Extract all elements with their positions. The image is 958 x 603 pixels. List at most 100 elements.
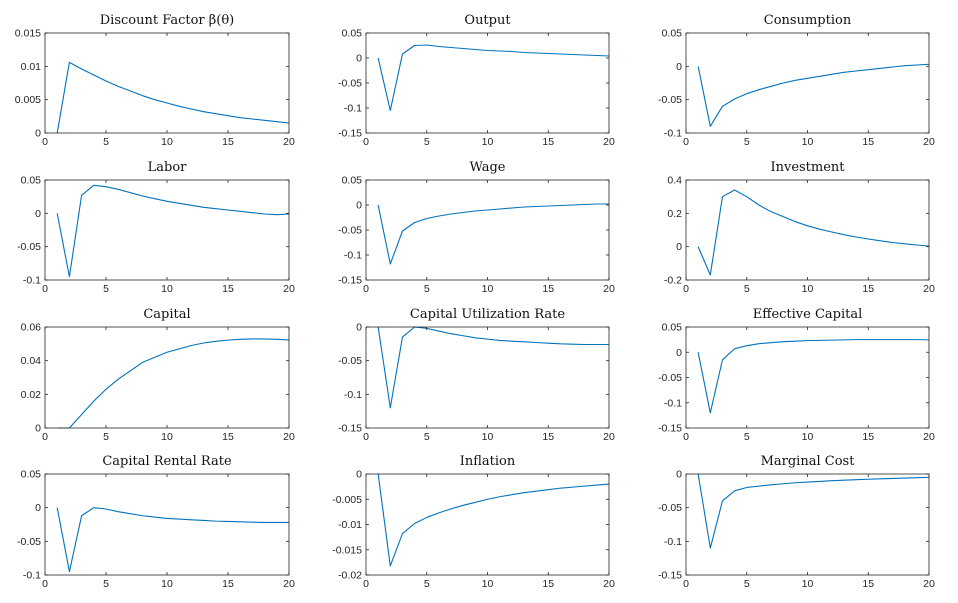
- marginal-cost-xtick-label: 20: [923, 578, 935, 590]
- labor-xtick-label: 5: [103, 283, 109, 295]
- discount-factor-title: Discount Factor β(θ): [100, 13, 235, 28]
- wage-title: Wage: [470, 160, 506, 175]
- wage-ytick-label: 0.05: [342, 175, 363, 187]
- discount-factor-axes-box: [44, 32, 290, 134]
- panel-capital: 0 5 10 15 20 0 0.02 0.04 0.06 Capital: [21, 307, 295, 443]
- discount-factor-ytick-label: 0.015: [15, 28, 41, 40]
- capital-rental-rate-xtick-label: 0: [42, 578, 48, 590]
- marginal-cost-title: Marginal Cost: [761, 454, 856, 469]
- consumption-ytick-label: -0.05: [658, 94, 682, 106]
- capital-ytick-label: 0.06: [21, 322, 42, 334]
- effective-capital-ytick-label: -0.1: [664, 397, 682, 409]
- consumption-xtick-label: 10: [802, 136, 814, 148]
- marginal-cost-series-line: [697, 473, 930, 549]
- output-series-line: [377, 44, 610, 112]
- capital-utilization-rate-xtick-label: 20: [603, 431, 615, 443]
- capital-ytick-label: 0: [35, 423, 41, 435]
- discount-factor-xtick-label: 10: [161, 136, 173, 148]
- investment-ytick-label: 0.4: [667, 175, 682, 187]
- capital-xtick-label: 10: [161, 431, 173, 443]
- consumption-ytick-label: 0.05: [662, 28, 683, 40]
- capital-utilization-rate-xtick-label: 10: [482, 431, 494, 443]
- wage-axes-box: [365, 179, 610, 281]
- marginal-cost-ytick-label: -0.15: [658, 570, 682, 582]
- inflation-title: Inflation: [460, 454, 516, 469]
- capital-title: Capital: [143, 307, 190, 322]
- panel-consumption: 0 5 10 15 20 -0.1 -0.05 0 0.05 Consumption: [658, 13, 935, 148]
- marginal-cost-xtick-label: 10: [802, 578, 814, 590]
- consumption-xtick-label: 5: [744, 136, 750, 148]
- capital-rental-rate-ytick-label: -0.1: [23, 570, 41, 582]
- labor-ytick-label: 0: [35, 208, 41, 220]
- capital-xtick-label: 5: [103, 431, 109, 443]
- effective-capital-title: Effective Capital: [753, 307, 863, 322]
- investment-xtick-label: 0: [683, 283, 689, 295]
- capital-rental-rate-axes-box: [44, 473, 290, 576]
- effective-capital-series-line: [697, 339, 930, 414]
- investment-series-line: [697, 189, 930, 276]
- capital-utilization-rate-ytick-label: -0.05: [338, 355, 362, 367]
- capital-rental-rate-ytick-label: 0: [35, 502, 41, 514]
- wage-series-line: [377, 203, 609, 265]
- capital-axes-box: [44, 326, 290, 429]
- marginal-cost-ytick-label: -0.05: [658, 502, 682, 514]
- labor-xtick-label: 10: [161, 283, 173, 295]
- consumption-xtick-label: 0: [683, 136, 689, 148]
- inflation-ytick-label: -0.015: [332, 544, 362, 556]
- discount-factor-xtick-label: 5: [103, 136, 109, 148]
- labor-ytick-label: 0.05: [21, 175, 42, 187]
- wage-xtick-label: 0: [363, 283, 369, 295]
- effective-capital-xtick-label: 15: [862, 431, 874, 443]
- output-title: Output: [464, 13, 511, 28]
- consumption-xtick-label: 20: [923, 136, 935, 148]
- consumption-title: Consumption: [764, 13, 852, 28]
- effective-capital-xtick-label: 5: [744, 431, 750, 443]
- capital-rental-rate-ytick-label: 0.05: [21, 469, 42, 481]
- output-xtick-label: 10: [482, 136, 494, 148]
- capital-rental-rate-xtick-label: 20: [283, 578, 295, 590]
- marginal-cost-ytick-label: -0.1: [664, 536, 682, 548]
- output-axes-box: [365, 32, 610, 134]
- inflation-axes-box: [365, 473, 610, 576]
- labor-xtick-label: 15: [222, 283, 234, 295]
- wage-ytick-label: -0.1: [344, 250, 362, 262]
- output-ytick-label: -0.15: [338, 128, 362, 140]
- panel-capital-utilization-rate: 0 5 10 15 20 -0.15 -0.1 -0.05 0 Capital Utilizati…: [338, 307, 615, 443]
- panel-wage: 0 5 10 15 20 -0.15 -0.1 -0.05 0 0.05 Wage: [338, 160, 615, 295]
- inflation-ytick-label: 0: [356, 469, 362, 481]
- effective-capital-ytick-label: -0.15: [658, 423, 682, 435]
- inflation-xtick-label: 10: [482, 578, 494, 590]
- marginal-cost-ytick-label: 0: [676, 469, 682, 481]
- discount-factor-ytick-label: 0.01: [21, 61, 42, 73]
- marginal-cost-xtick-label: 5: [744, 578, 750, 590]
- capital-ytick-label: 0.02: [21, 389, 42, 401]
- discount-factor-series-line: [56, 61, 290, 134]
- wage-ytick-label: -0.05: [338, 225, 362, 237]
- wage-xtick-label: 20: [603, 283, 615, 295]
- capital-xtick-label: 20: [283, 431, 295, 443]
- marginal-cost-axes-box: [685, 473, 930, 576]
- capital-series-line: [57, 338, 290, 429]
- panel-output: 0 5 10 15 20 -0.15 -0.1 -0.05 0 0.05 Output: [338, 13, 615, 148]
- investment-axes-box: [685, 179, 930, 281]
- investment-ytick-label: -0.2: [664, 275, 682, 287]
- investment-xtick-label: 10: [802, 283, 814, 295]
- capital-utilization-rate-axes-box: [365, 326, 610, 429]
- consumption-axes-box: [685, 32, 930, 134]
- output-ytick-label: 0: [356, 53, 362, 65]
- output-xtick-label: 20: [603, 136, 615, 148]
- labor-series-line: [56, 184, 290, 278]
- labor-ytick-label: -0.05: [17, 241, 41, 253]
- capital-ytick-label: 0.04: [21, 355, 42, 367]
- capital-rental-rate-xtick-label: 5: [103, 578, 109, 590]
- capital-rental-rate-ytick-label: -0.05: [17, 536, 41, 548]
- wage-xtick-label: 15: [542, 283, 554, 295]
- output-xtick-label: 15: [542, 136, 554, 148]
- capital-utilization-rate-title: Capital Utilization Rate: [410, 307, 565, 322]
- discount-factor-xtick-label: 15: [222, 136, 234, 148]
- output-ytick-label: -0.05: [338, 78, 362, 90]
- capital-xtick-label: 15: [222, 431, 234, 443]
- capital-utilization-rate-series-line: [377, 326, 609, 409]
- wage-xtick-label: 10: [482, 283, 494, 295]
